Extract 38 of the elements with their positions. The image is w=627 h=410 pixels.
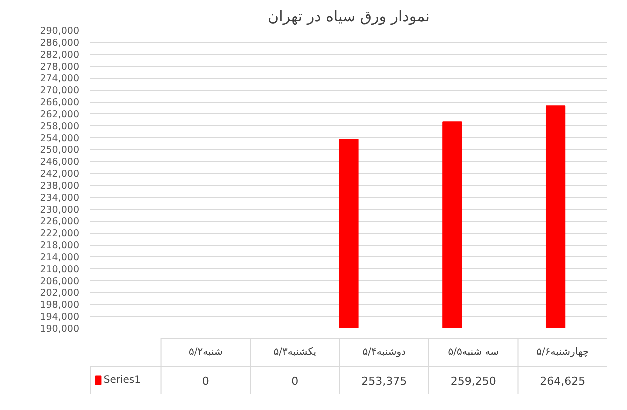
y-tick-label: 238,000 [40, 180, 80, 192]
data-label: 264,625 [540, 375, 586, 388]
x-tick-label: دوشنبه۵/۴ [362, 347, 406, 358]
y-tick-label: 206,000 [40, 276, 80, 288]
x-tick-label: شنبه۵/۲ [188, 347, 223, 358]
data-label: 253,375 [362, 375, 408, 388]
chart-title: نمودار ورق سیاه در تهران [268, 8, 430, 26]
y-tick-label: 290,000 [40, 26, 80, 37]
y-tick-label: 214,000 [40, 252, 80, 264]
y-tick-label: 230,000 [40, 204, 80, 216]
y-tick-label: 282,000 [40, 50, 80, 61]
data-label: 259,250 [450, 375, 496, 388]
legend-label: Series1 [104, 375, 142, 386]
y-tick-label: 234,000 [40, 192, 80, 204]
y-tick-label: 194,000 [40, 312, 80, 324]
y-tick-label: 190,000 [40, 324, 80, 335]
y-tick-label: 254,000 [40, 133, 80, 144]
y-tick-label: 270,000 [40, 86, 80, 97]
y-tick-label: 210,000 [40, 264, 80, 276]
text: 0 [292, 375, 299, 388]
x-tick-label: سه شنبه۵/۵ [448, 347, 500, 358]
text: 0 [202, 375, 210, 388]
y-tick-label: 266,000 [40, 98, 80, 109]
x-tick-label: یکشنبه۵/۳ [274, 347, 317, 358]
y-tick-label: 198,000 [40, 300, 80, 312]
y-tick-label: 242,000 [40, 169, 80, 180]
y-tick-label: 226,000 [40, 216, 80, 228]
y-tick-label: 246,000 [40, 157, 80, 168]
y-tick-label: 202,000 [40, 288, 80, 300]
y-tick-label: 278,000 [40, 62, 80, 73]
x-tick-label: چهارشنبه۵/۶ [536, 347, 590, 358]
y-tick-label: 222,000 [40, 228, 80, 240]
y-tick-label: 250,000 [40, 145, 80, 156]
y-tick-label: 218,000 [40, 240, 80, 252]
y-tick-label: 258,000 [40, 121, 80, 132]
y-tick-label: 286,000 [40, 38, 80, 49]
y-tick-label: 274,000 [40, 74, 80, 85]
y-tick-label: 262,000 [40, 109, 80, 120]
